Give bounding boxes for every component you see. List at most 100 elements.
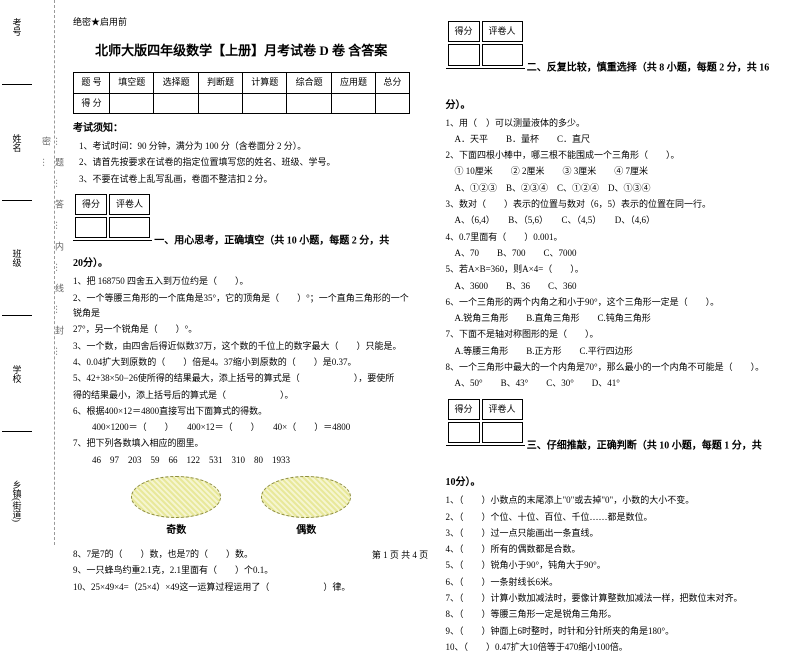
th: 综合题 bbox=[287, 73, 331, 93]
cell[interactable] bbox=[331, 93, 375, 113]
cell[interactable] bbox=[448, 422, 480, 443]
c8o: A、50° B、43° C、30° D、41° bbox=[446, 376, 783, 391]
notice-item: 3、不要在试卷上乱写乱画，卷面不整洁扣 2 分。 bbox=[79, 172, 410, 187]
cell[interactable] bbox=[198, 93, 242, 113]
cell[interactable] bbox=[110, 93, 154, 113]
even-label: 偶数 bbox=[261, 522, 351, 539]
odd-label: 奇数 bbox=[131, 522, 221, 539]
th: 判断题 bbox=[198, 73, 242, 93]
c3: 3、数对（ ）表示的位置与数对（6，5）表示的位置在同一行。 bbox=[446, 197, 783, 212]
j6: 6、（ ）一条射线长6米。 bbox=[446, 575, 783, 590]
j7: 7、（ ）计算小数加减法时，要像计算整数加减法一样，把数位末对齐。 bbox=[446, 591, 783, 606]
th: 应用题 bbox=[331, 73, 375, 93]
q6a: 6、根据400×12＝4800直接写出下面算式的得数。 bbox=[73, 404, 410, 419]
grader-label: 评卷人 bbox=[482, 399, 523, 420]
notice-item: 1、考试时间：90 分钟，满分为 100 分（含卷面分 2 分）。 bbox=[79, 139, 410, 154]
section-scorer: 得分评卷人 bbox=[446, 397, 525, 447]
q7a: 7、把下列各数填入相应的圈里。 bbox=[73, 436, 410, 451]
c6: 6、一个三角形的两个内角之和小于90°，这个三角形一定是（ ）。 bbox=[446, 295, 783, 310]
section-2-tail: 分）。 bbox=[446, 97, 783, 114]
q6b: 400×1200＝（ ） 400×12＝（ ） 40×（ ）＝4800 bbox=[83, 420, 410, 435]
q9: 9、一只蜂鸟约重2.1克，2.1里面有（ ）个0.1。 bbox=[73, 563, 410, 578]
score-label: 得分 bbox=[448, 21, 480, 42]
main-content: 绝密★启用前 北师大版四年级数学【上册】月考试卷 D 卷 含答案 题 号 填空题… bbox=[55, 0, 800, 545]
secret-label: 绝密★启用前 bbox=[73, 15, 410, 30]
row-label: 得 分 bbox=[74, 93, 110, 113]
field-line bbox=[2, 315, 32, 316]
j2: 2、（ ）个位、十位、百位、千位……都是数位。 bbox=[446, 510, 783, 525]
field-school: 学校 bbox=[11, 357, 24, 391]
section-1-tail: 20分）。 bbox=[73, 255, 410, 272]
cell[interactable] bbox=[448, 44, 480, 65]
seal-line-text: …题…答…内…线…封…密… bbox=[40, 136, 66, 409]
cell[interactable] bbox=[109, 217, 150, 238]
j9: 9、（ ）钟面上6时整时，时针和分针所夹的角是180°。 bbox=[446, 624, 783, 639]
c5o: A、3600 B、36 C、360 bbox=[446, 279, 783, 294]
q7b: 46 97 203 59 66 122 531 310 80 1933 bbox=[83, 453, 410, 468]
section-3-title: 三、仔细推敲，正确判断（共 10 小题，每题 1 分，共 bbox=[527, 440, 762, 451]
cell[interactable] bbox=[75, 217, 107, 238]
c8: 8、一个三角形中最大的一个内角是70°，那么最小的一个内角不可能是（ ）。 bbox=[446, 360, 783, 375]
c2: 2、下面四根小棒中，哪三根不能围成一个三角形（ ）。 bbox=[446, 148, 783, 163]
notice-list: 1、考试时间：90 分钟，满分为 100 分（含卷面分 2 分）。 2、请首先按… bbox=[79, 139, 410, 187]
even-oval[interactable] bbox=[261, 476, 351, 518]
notice-item: 2、请首先按要求在试卷的指定位置填写您的姓名、班级、学号。 bbox=[79, 155, 410, 170]
th: 选择题 bbox=[154, 73, 198, 93]
q1: 1、把 168750 四舍五入到万位约是（ ）。 bbox=[73, 274, 410, 289]
th: 填空题 bbox=[110, 73, 154, 93]
cell[interactable] bbox=[243, 93, 287, 113]
q5b: 得的结果最小，添上括号后的算式是（ ）。 bbox=[73, 388, 410, 403]
q10: 10、25×49×4=（25×4）×49这一运算过程运用了（ ）律。 bbox=[73, 580, 410, 595]
field-name: 姓名 bbox=[11, 126, 24, 160]
c1o: A．天平 B．量杯 C．直尺 bbox=[446, 132, 783, 147]
j10: 10、（ ）0.47扩大10倍等于470缩小100倍。 bbox=[446, 640, 783, 655]
exam-title: 北师大版四年级数学【上册】月考试卷 D 卷 含答案 bbox=[73, 40, 410, 62]
binding-margin: 考号 姓名 班级 学校 乡镇(街道) …题…答…内…线…封…密… bbox=[0, 0, 55, 545]
field-town: 乡镇(街道) bbox=[11, 472, 24, 530]
c2o2: A、①②③ B、②③④ C、①②④ D、①③④ bbox=[446, 181, 783, 196]
c7: 7、下面不是轴对称图形的是（ ）。 bbox=[446, 327, 783, 342]
cell[interactable] bbox=[482, 422, 523, 443]
cell[interactable] bbox=[482, 44, 523, 65]
left-column: 绝密★启用前 北师大版四年级数学【上册】月考试卷 D 卷 含答案 题 号 填空题… bbox=[55, 0, 428, 545]
field-line bbox=[2, 200, 32, 201]
cell[interactable] bbox=[154, 93, 198, 113]
section-scorer: 得分评卷人 bbox=[73, 192, 152, 242]
cell[interactable] bbox=[376, 93, 409, 113]
j8: 8、（ ）等腰三角形一定是锐角三角形。 bbox=[446, 607, 783, 622]
q2b: 27°，另一个锐角是（ ）°。 bbox=[73, 322, 410, 337]
j3: 3、（ ）过一点只能画出一条直线。 bbox=[446, 526, 783, 541]
cell[interactable] bbox=[287, 93, 331, 113]
notice-title: 考试须知： bbox=[73, 120, 410, 137]
c4: 4、0.7里面有（ ）0.001。 bbox=[446, 230, 783, 245]
c7o: A.等腰三角形 B.正方形 C.平行四边形 bbox=[446, 344, 783, 359]
j1: 1、（ ）小数点的末尾添上"0"或去掉"0"，小数的大小不变。 bbox=[446, 493, 783, 508]
c1: 1、用（ ）可以测量液体的多少。 bbox=[446, 116, 783, 131]
field-line bbox=[2, 431, 32, 432]
c6o: A.锐角三角形 B.直角三角形 C.钝角三角形 bbox=[446, 311, 783, 326]
field-class: 班级 bbox=[11, 241, 24, 275]
th: 计算题 bbox=[243, 73, 287, 93]
q2a: 2、一个等腰三角形的一个底角是35°，它的顶角是（ ）°；一个直角三角形的一个锐… bbox=[73, 291, 410, 322]
grader-label: 评卷人 bbox=[109, 194, 150, 215]
right-column: 得分评卷人 二、反复比较，慎重选择（共 8 小题，每题 2 分，共 16 分）。… bbox=[428, 0, 800, 545]
q4: 4、0.04扩大到原数的（ ）倍是4。37缩小到原数的（ ）是0.37。 bbox=[73, 355, 410, 370]
c4o: A、70 B、700 C、7000 bbox=[446, 246, 783, 261]
section-2-title: 二、反复比较，慎重选择（共 8 小题，每题 2 分，共 16 bbox=[527, 63, 770, 74]
binding-fields: 考号 姓名 班级 学校 乡镇(街道) bbox=[2, 10, 32, 530]
page-footer: 第 1 页 共 4 页 bbox=[0, 548, 800, 561]
c3o: A、（6,4） B、（5,6） C、（4,5） D、（4,6） bbox=[446, 213, 783, 228]
grader-label: 评卷人 bbox=[482, 21, 523, 42]
score-summary-table: 题 号 填空题 选择题 判断题 计算题 综合题 应用题 总分 得 分 bbox=[73, 72, 410, 114]
venn-ovals: 奇数 偶数 bbox=[73, 476, 410, 539]
odd-box: 奇数 bbox=[131, 476, 221, 539]
even-box: 偶数 bbox=[261, 476, 351, 539]
section-1-title: 一、用心思考，正确填空（共 10 小题，每题 2 分，共 bbox=[154, 235, 389, 246]
th: 总分 bbox=[376, 73, 409, 93]
odd-oval[interactable] bbox=[131, 476, 221, 518]
section-3-tail: 10分）。 bbox=[446, 474, 783, 491]
th: 题 号 bbox=[74, 73, 110, 93]
score-label: 得分 bbox=[448, 399, 480, 420]
c5: 5、若A×B=360，则A×4=（ ）。 bbox=[446, 262, 783, 277]
field-line bbox=[2, 84, 32, 85]
